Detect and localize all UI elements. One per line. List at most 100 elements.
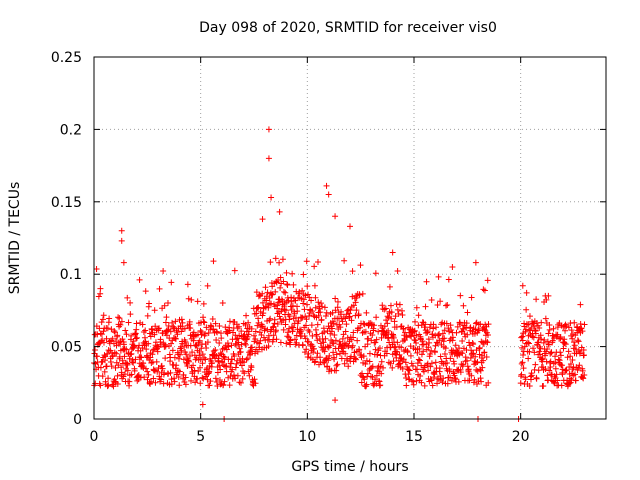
data-point — [212, 347, 219, 354]
data-point — [206, 382, 213, 389]
data-point — [398, 307, 405, 314]
data-point — [383, 317, 390, 324]
data-point — [391, 344, 398, 351]
data-point — [522, 326, 529, 333]
data-point — [209, 360, 216, 367]
data-point — [481, 349, 488, 356]
data-point — [200, 314, 207, 321]
data-point — [325, 357, 332, 364]
data-point — [530, 345, 537, 352]
data-point — [161, 369, 168, 376]
data-point — [547, 350, 554, 357]
data-point — [479, 352, 486, 359]
data-point — [425, 367, 432, 374]
data-point — [532, 327, 539, 334]
data-point — [459, 338, 466, 345]
data-point — [406, 376, 413, 383]
data-point — [182, 381, 189, 388]
data-point — [287, 341, 294, 348]
data-point — [484, 331, 491, 338]
data-point — [140, 364, 147, 371]
data-point — [333, 351, 340, 358]
data-point — [373, 336, 380, 343]
data-point — [362, 328, 369, 335]
data-point — [568, 376, 575, 383]
data-point — [132, 335, 139, 342]
data-point — [332, 307, 339, 314]
data-point — [540, 383, 547, 390]
data-point — [363, 357, 370, 364]
data-point — [100, 328, 107, 335]
data-point — [298, 328, 305, 335]
x-tick-label: 20 — [512, 429, 530, 445]
data-point — [347, 307, 354, 314]
data-point — [303, 316, 310, 323]
data-point — [275, 309, 282, 316]
data-point — [330, 320, 337, 327]
data-point — [123, 331, 130, 338]
data-point — [387, 302, 394, 309]
data-point — [520, 365, 527, 372]
data-point — [175, 355, 182, 362]
data-point — [317, 309, 324, 316]
data-point — [579, 367, 586, 374]
data-point — [245, 328, 252, 335]
data-point — [310, 345, 317, 352]
data-point — [130, 359, 137, 366]
data-point — [518, 373, 525, 380]
data-point — [521, 343, 528, 350]
data-point — [383, 350, 390, 357]
data-point — [343, 321, 350, 328]
data-point — [105, 382, 112, 389]
data-point — [306, 294, 313, 301]
data-point — [436, 337, 443, 344]
data-point — [571, 339, 577, 346]
data-point — [378, 358, 385, 365]
data-point — [476, 345, 483, 352]
data-point — [444, 359, 451, 366]
data-point — [220, 362, 227, 369]
data-point — [372, 270, 379, 277]
data-point — [187, 325, 194, 332]
data-point — [441, 335, 448, 342]
data-point — [373, 372, 380, 379]
data-point — [572, 377, 579, 384]
data-point — [152, 379, 159, 386]
data-point — [453, 329, 460, 336]
data-point — [126, 355, 133, 362]
data-point — [185, 358, 192, 365]
data-point — [477, 375, 484, 382]
data-point — [199, 360, 206, 367]
data-point — [460, 361, 467, 368]
data-point — [312, 304, 319, 311]
data-point — [226, 318, 233, 325]
data-point — [100, 339, 107, 346]
data-point — [111, 328, 118, 335]
data-point — [218, 335, 225, 342]
data-point — [124, 361, 131, 368]
data-point — [533, 296, 540, 303]
data-point — [457, 369, 464, 376]
data-point — [149, 326, 156, 333]
data-point — [273, 336, 280, 343]
data-point — [167, 369, 174, 376]
data-point — [95, 293, 102, 300]
data-point — [411, 327, 418, 334]
data-point — [197, 380, 204, 387]
data-point — [301, 306, 308, 313]
data-point — [462, 354, 469, 361]
data-point — [128, 350, 135, 357]
data-point — [257, 308, 264, 315]
data-point — [377, 382, 384, 389]
data-point — [526, 313, 533, 320]
data-point — [183, 351, 190, 358]
data-point — [236, 332, 243, 339]
data-point — [443, 302, 449, 309]
data-point — [98, 331, 105, 338]
data-point — [436, 365, 443, 372]
data-point — [254, 348, 261, 355]
data-point — [241, 370, 248, 377]
data-point — [550, 332, 557, 339]
data-point — [320, 339, 327, 346]
data-point — [430, 374, 437, 381]
